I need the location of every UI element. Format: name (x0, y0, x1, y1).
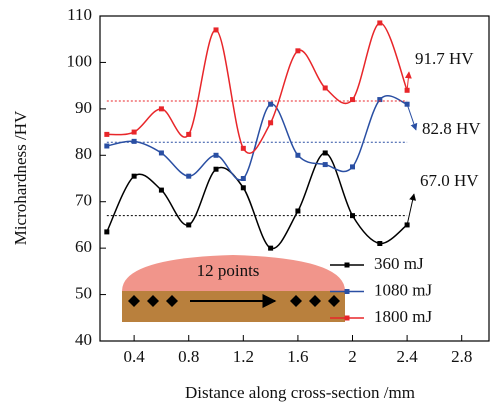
data-point (295, 152, 301, 158)
data-point (131, 173, 137, 179)
annotation-arrow (404, 71, 412, 91)
annotation-arrow (406, 104, 418, 131)
legend-label: 1080 mJ (374, 280, 432, 299)
data-point (158, 150, 164, 156)
y-tick-label: 110 (67, 5, 92, 24)
data-point (213, 152, 219, 158)
data-point (104, 131, 110, 137)
data-point (322, 85, 328, 91)
series-curve (106, 95, 408, 181)
data-point (350, 97, 356, 103)
x-tick-label: 2.8 (451, 347, 472, 366)
data-point (377, 97, 383, 103)
data-point (240, 185, 246, 191)
x-tick-label: 0.8 (178, 347, 199, 366)
data-point (268, 245, 274, 251)
data-point (158, 187, 164, 193)
data-point (104, 143, 110, 149)
inset-points (128, 295, 340, 307)
y-tick-label: 80 (75, 144, 92, 163)
inset-substrate (122, 291, 345, 322)
x-axis-title: Distance along cross-section /mm (185, 383, 415, 402)
data-point (377, 20, 383, 26)
annotation-arrow (406, 193, 417, 226)
y-tick-label: 40 (75, 330, 92, 349)
data-point (131, 138, 137, 144)
y-axis-title: Microhardness /HV (11, 110, 30, 245)
x-tick-label: 2.4 (396, 347, 418, 366)
data-point (186, 222, 192, 228)
data-point (186, 173, 192, 179)
mean-label: 91.7 HV (415, 49, 474, 68)
x-tick-label: 2 (348, 347, 357, 366)
data-point (295, 48, 301, 54)
data-point (295, 208, 301, 214)
legend-marker (344, 262, 350, 268)
data-point (186, 131, 192, 137)
data-point (240, 176, 246, 181)
y-tick-label: 50 (75, 283, 92, 302)
legend-marker (344, 315, 350, 321)
x-tick-label: 1.6 (287, 347, 308, 366)
legend-label: 360 mJ (374, 254, 424, 273)
inset-diagram: 12 points (122, 255, 345, 322)
x-tick-label: 0.4 (123, 347, 145, 366)
data-point (322, 150, 328, 156)
data-point (350, 164, 356, 170)
series-curve (106, 22, 408, 154)
data-point (240, 145, 246, 151)
inset-label: 12 points (197, 261, 260, 280)
y-tick-label: 90 (75, 98, 92, 117)
y-tick-label: 100 (67, 51, 93, 70)
data-point (131, 129, 137, 135)
legend-label: 1800 mJ (374, 307, 432, 326)
y-tick-label: 60 (75, 237, 92, 256)
data-point (213, 166, 219, 172)
data-point (377, 241, 383, 246)
mean-label: 82.8 HV (422, 119, 481, 138)
series-curve (106, 152, 408, 250)
plot-frame (99, 15, 490, 342)
data-point (268, 120, 274, 126)
data-point (322, 162, 328, 168)
data-point (268, 101, 274, 107)
y-tick-label: 70 (75, 191, 92, 210)
inset-dome (122, 255, 345, 291)
legend-marker (344, 289, 350, 294)
mean-label: 67.0 HV (420, 171, 479, 190)
data-point (158, 106, 164, 112)
data-point (104, 229, 110, 235)
data-point (213, 27, 219, 33)
x-tick-label: 1.2 (233, 347, 254, 366)
